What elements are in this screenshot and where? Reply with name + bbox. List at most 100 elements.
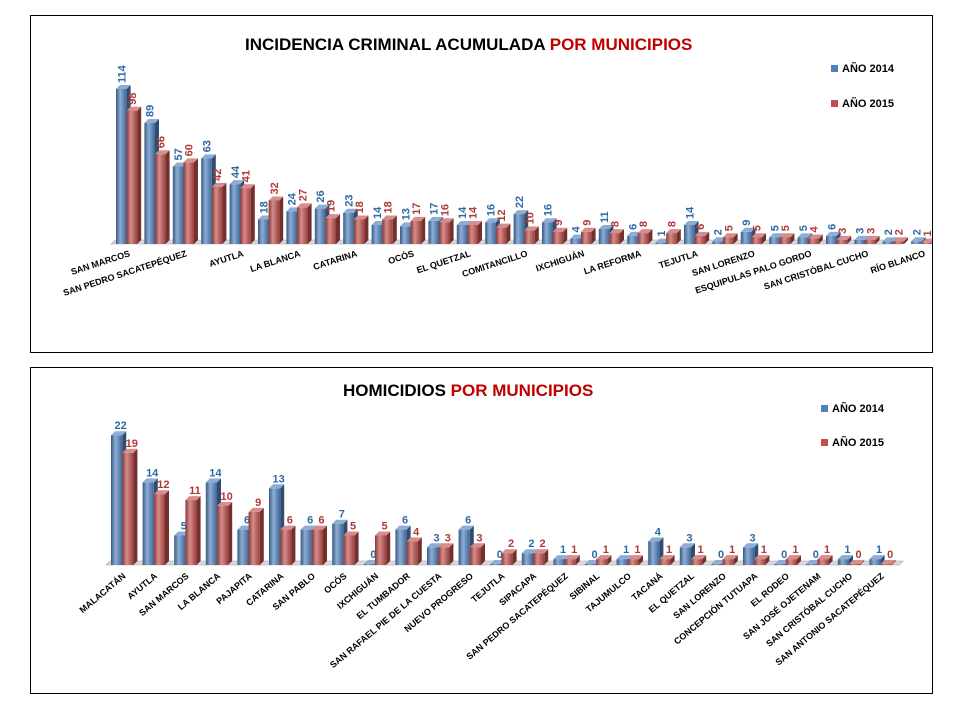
data-label: 8 — [638, 221, 650, 227]
bar-side — [323, 525, 327, 565]
category-label: SAN CRISTÓBAL CUCHO — [762, 247, 869, 291]
bar-side — [133, 448, 138, 565]
data-label: 27 — [297, 189, 309, 201]
data-label: 42 — [212, 169, 224, 181]
bar-top — [785, 555, 801, 560]
data-label: 44 — [230, 165, 242, 178]
data-label: 0 — [497, 549, 503, 561]
bar-side — [336, 214, 340, 244]
bar-side — [534, 226, 539, 244]
bar-side — [291, 525, 296, 565]
bar-top — [375, 531, 391, 536]
bar-2015 — [754, 559, 766, 565]
data-label: 6 — [318, 515, 324, 527]
bar-top — [524, 226, 539, 231]
bar-top — [469, 543, 485, 548]
bar-top — [297, 203, 312, 208]
bar-side — [196, 496, 201, 565]
data-label: 23 — [344, 194, 356, 206]
bar-side — [702, 555, 707, 565]
bar-2014 — [684, 224, 695, 244]
bar-top — [893, 237, 908, 242]
bar-2014 — [458, 529, 470, 565]
bar-top — [126, 106, 142, 111]
bar-top — [280, 525, 296, 530]
chart-title-homicidios: HOMICIDIOS POR MUNICIPIOS — [343, 381, 593, 400]
bar-2015 — [280, 529, 292, 565]
bar-side — [762, 233, 766, 244]
data-label: 12 — [496, 209, 508, 221]
bar-2014 — [869, 559, 881, 565]
bar-top — [111, 431, 127, 436]
data-label: 1 — [729, 544, 735, 556]
bar-2014 — [116, 88, 127, 245]
bar-top — [598, 225, 614, 230]
bar-2015 — [865, 239, 876, 244]
data-label: 9 — [581, 220, 593, 226]
bar-side — [512, 549, 517, 565]
bar-side — [891, 560, 896, 565]
data-label: 1 — [634, 544, 640, 556]
data-label: 11 — [189, 485, 201, 497]
bar-2015 — [155, 154, 166, 244]
bar-side — [670, 555, 675, 565]
bar-top — [581, 227, 596, 232]
data-label: 14 — [468, 206, 480, 219]
bar-2014 — [343, 212, 354, 244]
bar-top — [343, 208, 358, 213]
bar-side — [676, 229, 681, 244]
bar-top — [865, 235, 880, 240]
bar-2014 — [553, 559, 565, 565]
legend-swatch-2015 — [821, 439, 828, 446]
data-label: 57 — [173, 148, 185, 160]
bar-2015 — [311, 529, 323, 565]
bar-top — [142, 478, 158, 483]
data-label: 32 — [269, 182, 281, 194]
bar-top — [743, 543, 759, 548]
data-label: 14 — [209, 467, 222, 479]
data-label: 4 — [413, 526, 420, 538]
bar-top — [880, 560, 896, 564]
title-part-red: POR MUNICIPIOS — [550, 35, 693, 54]
bar-top — [269, 484, 285, 489]
bar-side — [354, 531, 359, 565]
bar-top — [854, 235, 869, 240]
bar-side — [828, 555, 833, 565]
data-label: 0 — [813, 549, 819, 561]
bar-2014 — [258, 219, 269, 244]
bar-top — [679, 543, 695, 548]
bar-side — [165, 490, 169, 565]
bar-top — [268, 196, 284, 201]
bar-side — [449, 218, 454, 244]
bar-2014 — [570, 238, 581, 244]
bar-side — [705, 231, 710, 244]
bar-2015 — [552, 231, 564, 244]
category-label: COMITANCILLO — [461, 248, 529, 279]
bar-2015 — [785, 559, 797, 565]
data-label: 5 — [723, 225, 735, 231]
bar-2015 — [533, 553, 545, 565]
bar-top — [314, 204, 330, 209]
bar-2015 — [353, 219, 365, 244]
bar-2015 — [921, 242, 932, 244]
bar-2015 — [297, 207, 308, 244]
bar-top — [439, 218, 454, 223]
bar-side — [194, 158, 198, 244]
data-label: 1 — [824, 544, 830, 556]
data-label: 10 — [220, 491, 232, 503]
bar-top — [722, 555, 738, 560]
bar-top — [248, 507, 264, 512]
bar-side — [860, 560, 865, 565]
data-label: 14 — [457, 206, 469, 219]
bar-top — [911, 237, 926, 242]
bar-2014 — [627, 235, 638, 244]
bar-side — [478, 220, 482, 244]
bar-top — [153, 490, 169, 495]
bar-top — [882, 237, 898, 242]
bar-2015 — [808, 238, 819, 244]
bar-2014 — [712, 241, 723, 244]
legend-swatch-2015 — [831, 100, 838, 107]
data-label: 41 — [241, 170, 253, 182]
bar-2015 — [694, 235, 706, 244]
data-label: 14 — [684, 206, 696, 219]
